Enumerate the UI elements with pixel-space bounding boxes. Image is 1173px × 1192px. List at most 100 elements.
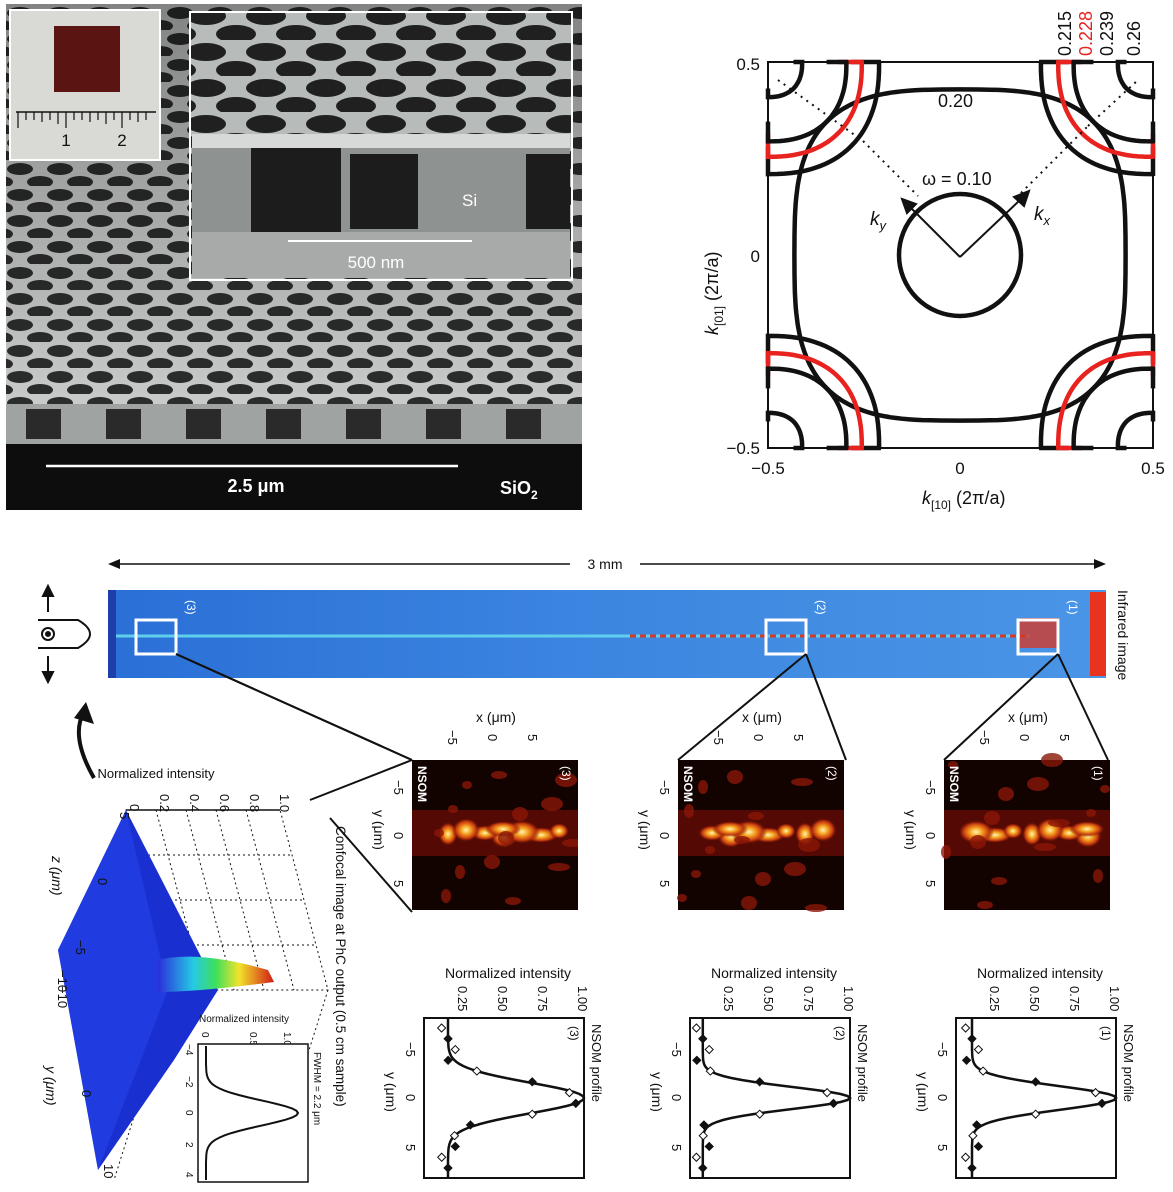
nsom-xtick-5: 5 <box>791 734 806 741</box>
region-box-3 <box>134 618 178 656</box>
nsom-panel-id: (2) <box>825 766 839 781</box>
freq-label-0215: 0.215 <box>1055 11 1075 56</box>
nsom-panel-1: x (μm) −5 0 5 NSOM (1) −5 0 5 y (μm) <box>903 700 1110 921</box>
label-020: 0.20 <box>938 91 973 111</box>
nsom-tag: NSOM <box>415 766 429 802</box>
inset-ytick-m2: −2 <box>183 1076 194 1088</box>
k-vectors <box>900 189 1031 258</box>
profile-panel-2: Normalized intensity 0.25 0.50 0.75 1.00… <box>649 962 890 1192</box>
nsom-xtick-m5: −5 <box>445 730 460 745</box>
nsom-xtick-m5: −5 <box>977 730 992 745</box>
fiber-tip-icon <box>38 583 91 685</box>
y-axis-unit: (2π/a) <box>702 252 722 306</box>
sem-trenches <box>26 409 541 439</box>
sample-photo-inset: 1 2 <box>9 9 161 161</box>
infrared-title: Infrared image <box>1115 590 1131 680</box>
profile-xtick-075: 0.75 <box>1067 986 1082 1011</box>
efc-contours <box>765 59 1156 451</box>
nsom-xtick-5: 5 <box>1057 734 1072 741</box>
sem-scale-label: 2.5 μm <box>227 476 284 496</box>
profile-panel-id: (2) <box>833 1026 847 1041</box>
svg-text:k[10] (2π/a): k[10] (2π/a) <box>922 488 1005 512</box>
profile-side-label: NSOM profile <box>855 1024 870 1102</box>
confocal-y-label: y (μm) <box>43 1065 59 1106</box>
ruler-tick-1: 1 <box>61 131 70 150</box>
profile-xtick-050: 0.50 <box>495 986 510 1011</box>
y-tick-10: 10 <box>101 1164 116 1178</box>
nsom-xtick-5: 5 <box>525 734 540 741</box>
inset-tick-05: 0.5 <box>247 1032 258 1046</box>
x-axis-subscript: [10] <box>931 498 951 512</box>
label-omega: ω = 0.10 <box>922 169 992 189</box>
sem-zoom-inset: 500 nm Si <box>189 11 573 281</box>
nsom-ytick-0: 0 <box>391 832 406 839</box>
nsom-panel-3: x (μm) −5 0 5 NSOM (3) −5 0 5 y (μm) <box>371 700 584 921</box>
confocal-profile-inset: Normalized intensity 0 0.5 1.0 −4 −2 0 2… <box>183 1014 322 1183</box>
region-label-3: (3) <box>184 600 198 615</box>
confocal-tick-02: 0.2 <box>157 794 172 812</box>
profile-panel-1: Normalized intensity 0.25 0.50 0.75 1.00… <box>915 962 1156 1192</box>
profile-y-label: y (μm) <box>650 1072 665 1112</box>
profile-panel-3: Normalized intensity 0.25 0.50 0.75 1.00… <box>383 962 624 1192</box>
length-label: 3 mm <box>588 556 623 572</box>
si-label: Si <box>462 191 477 210</box>
profile-ytick-0: 0 <box>669 1094 684 1101</box>
inset-scale-label: 500 nm <box>348 253 405 272</box>
profile-ytick-5: 5 <box>403 1144 418 1151</box>
z-tick-5: 5 <box>117 812 132 819</box>
region-box-2 <box>764 618 808 656</box>
nsom-y-label: y (μm) <box>372 810 387 850</box>
sem-image: 2.5 μm SiO2 1 2 50 <box>6 4 582 510</box>
y-tick-m10: −10 <box>55 986 70 1008</box>
curved-arrow-icon <box>74 702 96 779</box>
profile-side-label: NSOM profile <box>589 1024 604 1102</box>
inset-tick-10: 1.0 <box>281 1032 292 1046</box>
inset-title: Normalized intensity <box>199 1014 289 1025</box>
contour-010 <box>896 191 1024 319</box>
profile-xtick-025: 0.25 <box>987 986 1002 1011</box>
nsom-xtick-0: 0 <box>485 734 500 741</box>
profile-panel-id: (1) <box>1099 1026 1113 1041</box>
kx-subscript: x <box>1043 213 1051 228</box>
profile-xtick-100: 1.00 <box>1107 986 1122 1011</box>
profile-title: Normalized intensity <box>711 965 837 981</box>
nsom-ytick-m5: −5 <box>923 780 938 795</box>
profile-xtick-075: 0.75 <box>801 986 816 1011</box>
kx-label: k <box>1034 204 1045 225</box>
sio2-label: SiO <box>500 478 531 498</box>
nsom-x-label: x (μm) <box>476 709 516 725</box>
nsom-xtick-0: 0 <box>751 734 766 741</box>
profile-ytick-5: 5 <box>935 1144 950 1151</box>
ruler-tick-2: 2 <box>117 131 126 150</box>
profile-title: Normalized intensity <box>445 965 571 981</box>
profile-ytick-0: 0 <box>935 1094 950 1101</box>
profile-ytick-m5: −5 <box>935 1042 950 1057</box>
ky-label: k <box>870 209 881 230</box>
svg-text:ky: ky <box>870 209 888 233</box>
ky-subscript: y <box>879 218 888 233</box>
xtick-right: 0.5 <box>1141 459 1165 478</box>
confocal-tick-04: 0.4 <box>187 794 202 812</box>
profile-xtick-050: 0.50 <box>761 986 776 1011</box>
nsom-ytick-m5: −5 <box>657 780 672 795</box>
svg-text:kx: kx <box>1034 204 1051 228</box>
nsom-tag: NSOM <box>947 766 961 802</box>
nsom-y-label: y (μm) <box>904 810 919 850</box>
nsom-ytick-0: 0 <box>657 832 672 839</box>
efc-frame <box>767 61 1154 449</box>
nsom-ytick-m5: −5 <box>391 780 406 795</box>
profile-title: Normalized intensity <box>977 965 1103 981</box>
profile-y-label: y (μm) <box>916 1072 931 1112</box>
profile-ytick-0: 0 <box>403 1094 418 1101</box>
region-box-1 <box>1016 618 1060 656</box>
confocal-z-label: z (μm) <box>49 855 65 896</box>
profile-xtick-100: 1.00 <box>841 986 856 1011</box>
confocal-top-axis: 0 0.2 0.4 0.6 0.8 1.0 <box>126 794 292 812</box>
freq-label-026: 0.26 <box>1124 21 1144 56</box>
inset-ytick-2: 2 <box>183 1142 194 1148</box>
x-axis-unit: (2π/a) <box>951 488 1005 508</box>
x-axis-label: k <box>922 488 932 508</box>
profile-ytick-m5: −5 <box>669 1042 684 1057</box>
confocal-caption: Confocal image at PhC output (0.5 cm sam… <box>333 826 348 1107</box>
